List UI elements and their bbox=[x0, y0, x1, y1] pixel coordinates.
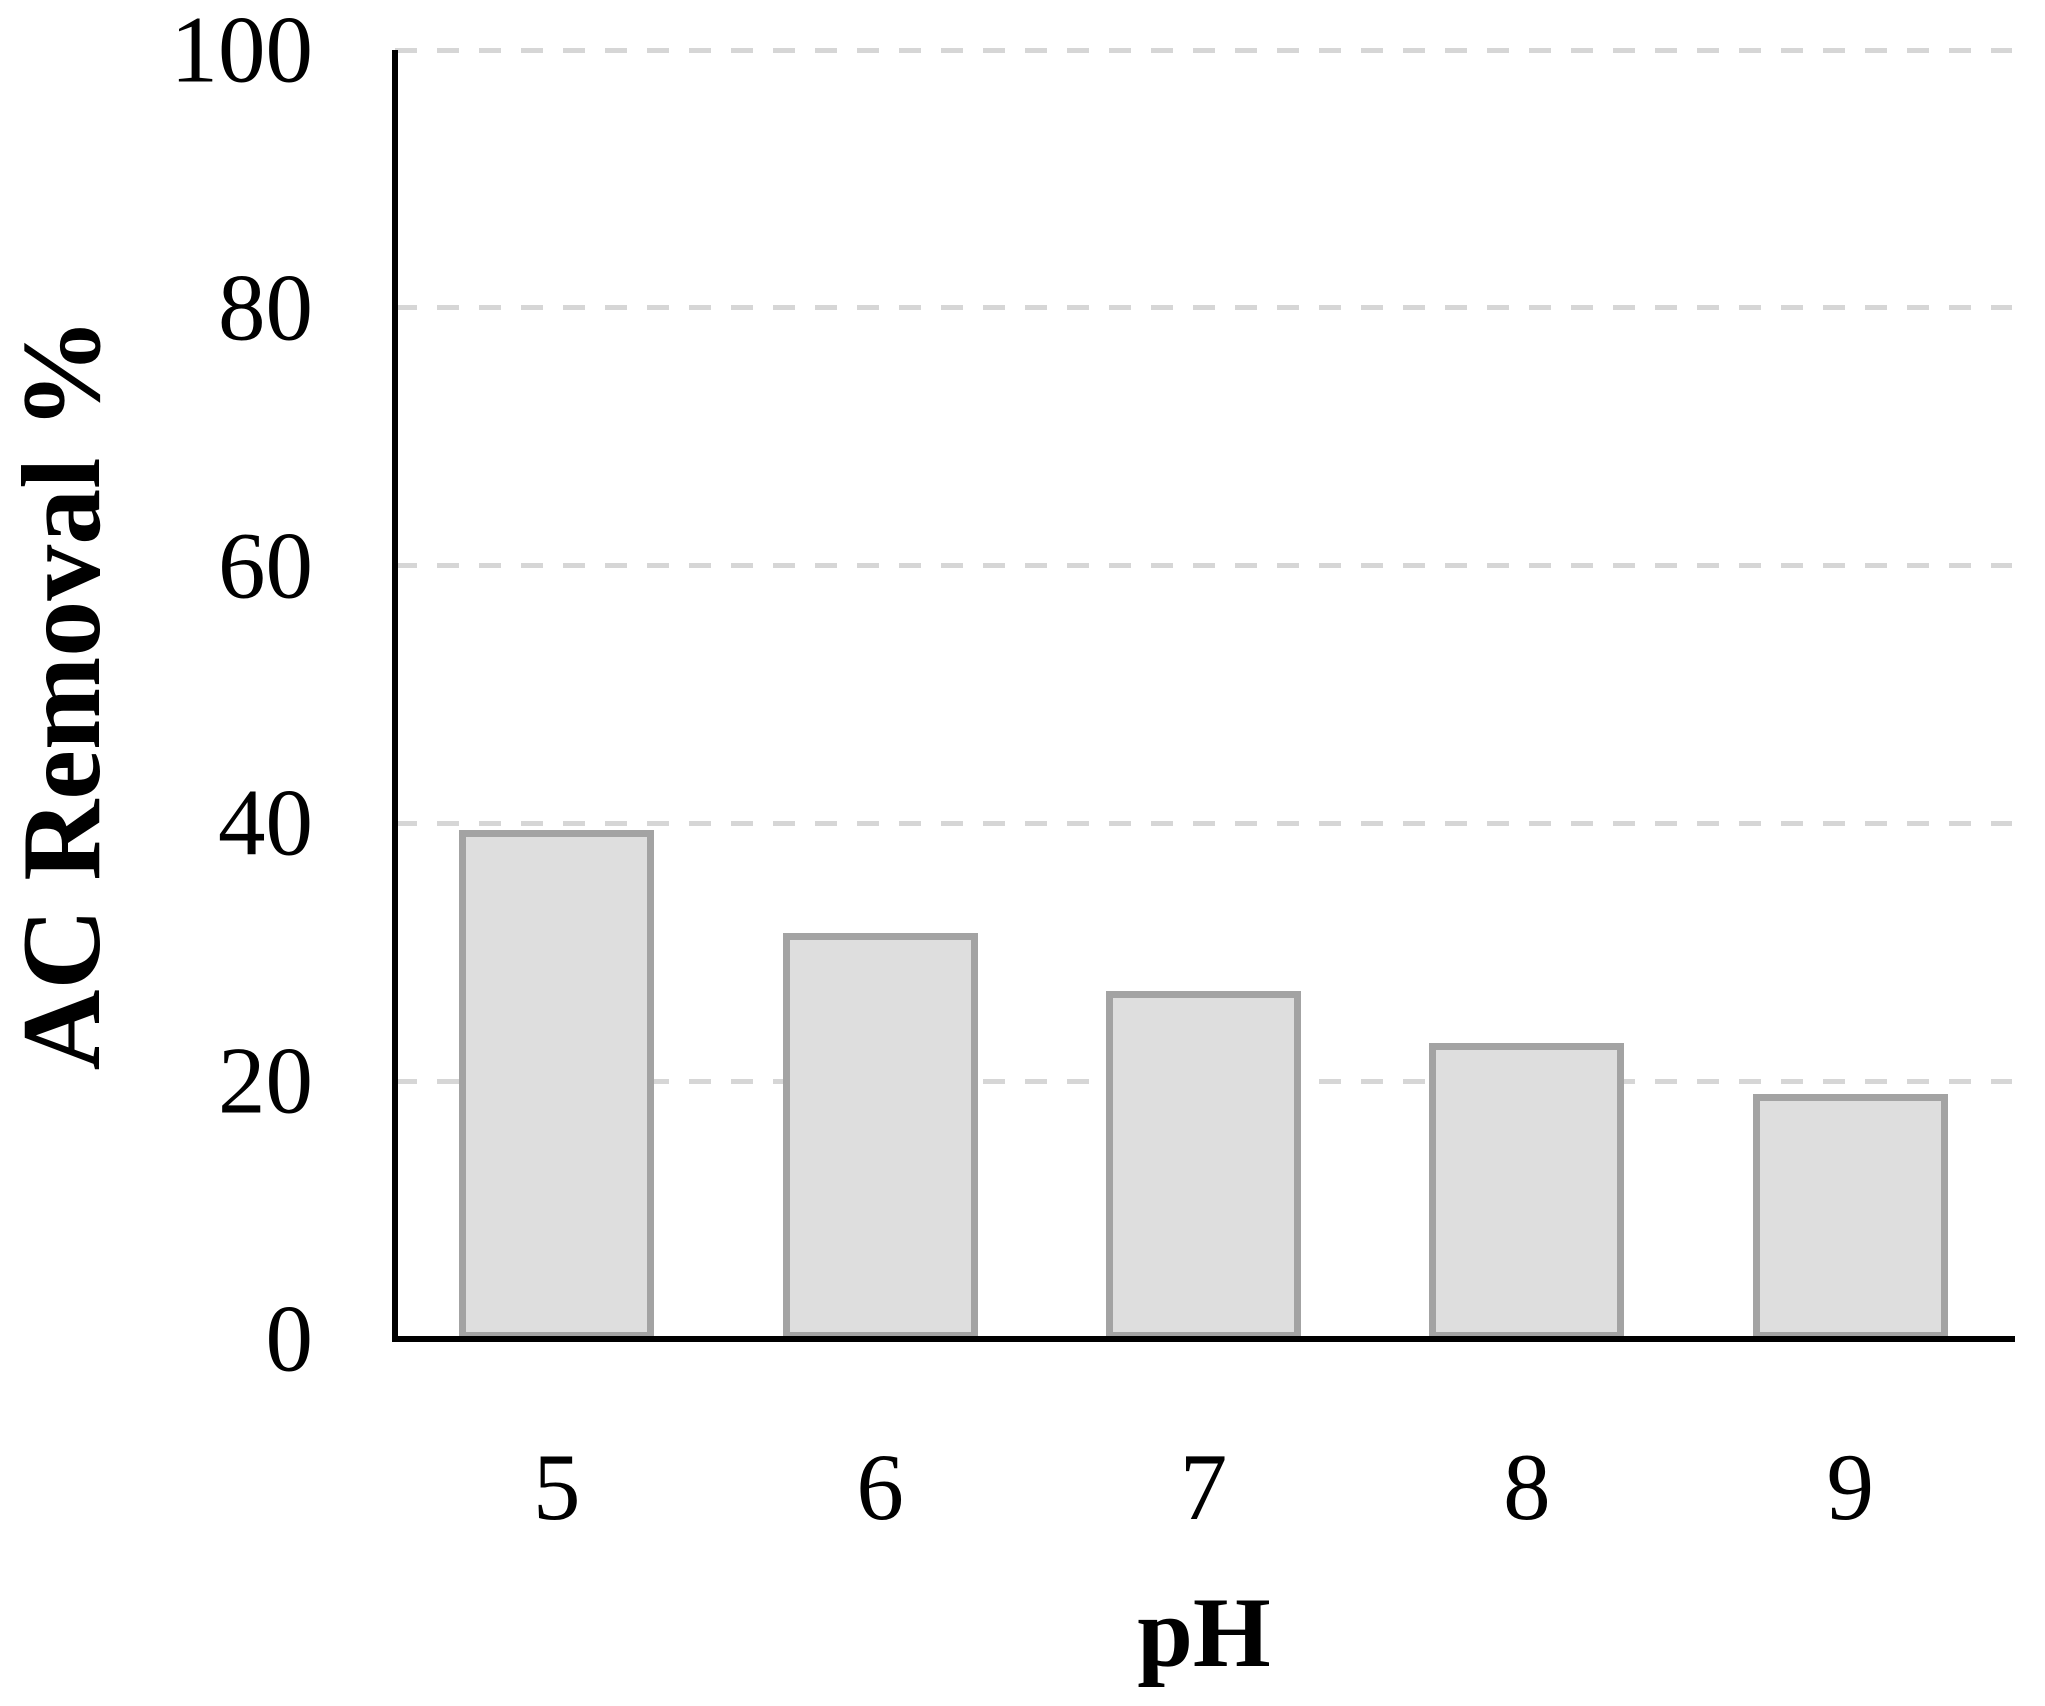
gridline-100 bbox=[395, 47, 2012, 53]
y-tick-label-40: 40 bbox=[218, 769, 313, 876]
y-tick-label-80: 80 bbox=[218, 254, 313, 361]
x-tick-label-5: 5 bbox=[532, 1434, 581, 1540]
bar-ph-8 bbox=[1429, 1042, 1625, 1339]
y-axis-line bbox=[392, 50, 398, 1342]
bar-ph-6 bbox=[782, 932, 978, 1339]
gridline-80 bbox=[395, 305, 2012, 311]
plot-area bbox=[392, 47, 2015, 1342]
bar-ph-7 bbox=[1106, 990, 1301, 1339]
gridline-60 bbox=[395, 563, 2012, 569]
x-tick-label-9: 9 bbox=[1826, 1434, 1875, 1540]
x-axis-title: pH bbox=[1137, 1577, 1271, 1688]
y-tick-label-0: 0 bbox=[265, 1285, 314, 1392]
y-tick-label-20: 20 bbox=[218, 1027, 313, 1134]
bar-ph-5 bbox=[459, 829, 655, 1339]
y-axis-title: AC Removal % bbox=[0, 317, 124, 1071]
gridline-40 bbox=[395, 820, 2012, 826]
x-tick-label-6: 6 bbox=[856, 1434, 904, 1540]
x-axis-line bbox=[392, 1336, 2015, 1342]
y-tick-label-100: 100 bbox=[170, 0, 314, 103]
x-tick-label-7: 7 bbox=[1179, 1434, 1228, 1540]
bar-ph-9 bbox=[1752, 1094, 1948, 1339]
x-tick-label-8: 8 bbox=[1503, 1434, 1551, 1540]
y-tick-label-60: 60 bbox=[218, 512, 313, 619]
